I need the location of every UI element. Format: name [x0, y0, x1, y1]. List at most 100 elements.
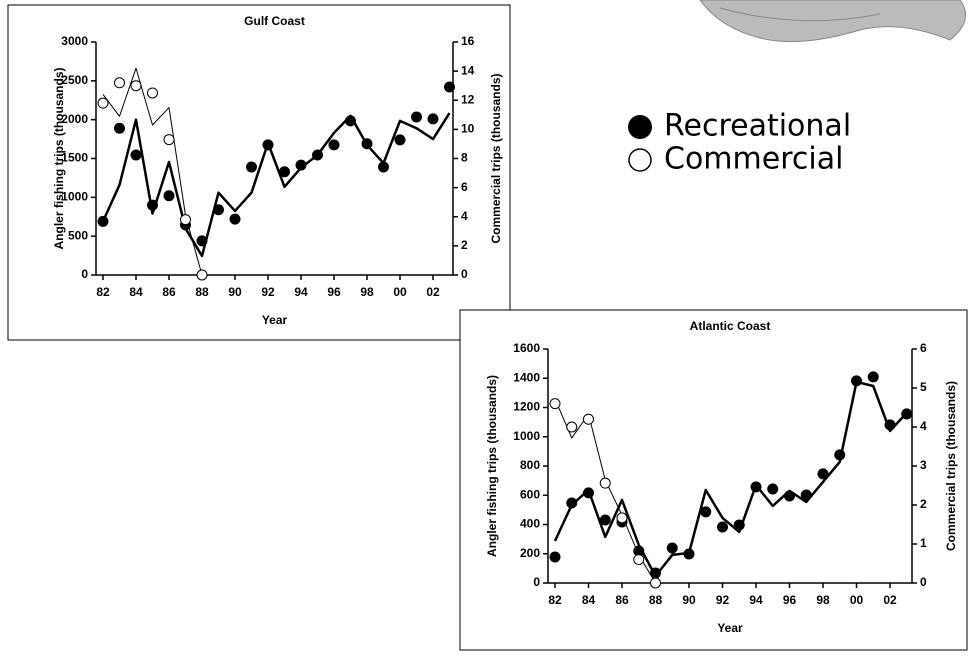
- y-tick-label: 1600: [513, 341, 540, 355]
- recreational-point: [902, 409, 912, 419]
- recreational-point: [428, 114, 438, 124]
- x-tick-label: 86: [615, 593, 629, 607]
- recreational-point: [247, 162, 257, 172]
- x-tick-label: 84: [129, 285, 143, 299]
- y2-tick-label: 4: [461, 209, 468, 223]
- legend-marker: [629, 149, 651, 171]
- x-tick-label: 90: [682, 593, 696, 607]
- recreational-point: [868, 372, 878, 382]
- recreational-point: [395, 135, 405, 145]
- y2-tick-label: 10: [461, 122, 475, 136]
- x-tick-label: 00: [850, 593, 864, 607]
- y2-tick-label: 0: [920, 575, 927, 589]
- y2-tick-label: 2: [461, 238, 468, 252]
- recreational-point: [445, 82, 455, 92]
- y2-tick-label: 1: [920, 536, 927, 550]
- x-axis-title: Year: [717, 621, 743, 635]
- commercial-point: [584, 414, 594, 424]
- recreational-point: [197, 236, 207, 246]
- y2-tick-label: 8: [461, 151, 468, 165]
- chart-title: Atlantic Coast: [690, 319, 771, 333]
- legend-marker: [628, 115, 652, 139]
- recreational-point: [115, 123, 125, 133]
- recreational-point: [667, 543, 677, 553]
- x-tick-label: 90: [228, 285, 242, 299]
- recreational-point: [600, 515, 610, 525]
- legend-label: Commercial: [664, 142, 843, 177]
- y-tick-label: 400: [520, 517, 540, 531]
- recreational-point: [346, 116, 356, 126]
- recreational-point: [164, 191, 174, 201]
- commercial-point: [550, 399, 560, 409]
- recreational-point: [313, 150, 323, 160]
- y2-tick-label: 2: [920, 497, 927, 511]
- recreational-point: [148, 200, 158, 210]
- commercial-point: [131, 81, 141, 91]
- recreational-point: [684, 549, 694, 559]
- y2-tick-label: 14: [461, 63, 475, 77]
- y-tick-label: 1000: [513, 429, 540, 443]
- page: Recreational Commercial Gulf Coast Year An…: [0, 0, 974, 667]
- y2-tick-label: 5: [920, 380, 927, 394]
- legend: Recreational Commercial: [628, 109, 851, 177]
- x-tick-label: 88: [195, 285, 209, 299]
- x-tick-label: 96: [783, 593, 797, 607]
- y-tick-label: 0: [533, 575, 540, 589]
- x-tick-label: 96: [327, 285, 341, 299]
- commercial-point: [617, 513, 627, 523]
- recreational-point: [131, 150, 141, 160]
- commercial-point: [181, 215, 191, 225]
- recreational-point: [379, 162, 389, 172]
- chart: Atlantic Coast Year Angler fishing trips (…: [460, 310, 967, 650]
- y2-tick-label: 6: [461, 180, 468, 194]
- recreational-point: [98, 216, 108, 226]
- commercial-point: [600, 478, 610, 488]
- recreational-point: [835, 450, 845, 460]
- x-tick-label: 02: [426, 285, 440, 299]
- y-tick-label: 3000: [61, 34, 88, 48]
- y-tick-label: 2000: [61, 112, 88, 126]
- x-tick-label: 94: [749, 593, 763, 607]
- y2-axis-title: Commercial trips (thousands): [944, 381, 958, 551]
- x-tick-label: 92: [261, 285, 275, 299]
- recreational-point: [230, 214, 240, 224]
- y-tick-label: 1200: [513, 400, 540, 414]
- x-axis-title: Year: [262, 313, 288, 327]
- recreational-point: [584, 488, 594, 498]
- commercial-point: [98, 98, 108, 108]
- x-tick-label: 00: [393, 285, 407, 299]
- commercial-point: [634, 555, 644, 565]
- chart-title: Gulf Coast: [244, 14, 305, 28]
- y2-tick-label: 6: [920, 341, 927, 355]
- y2-tick-label: 0: [461, 267, 468, 281]
- y2-tick-label: 12: [461, 92, 475, 106]
- recreational-point: [651, 568, 661, 578]
- recreational-point: [567, 498, 577, 508]
- y-tick-label: 1400: [513, 370, 540, 384]
- recreational-point: [296, 160, 306, 170]
- x-tick-label: 98: [816, 593, 830, 607]
- recreational-point: [768, 484, 778, 494]
- x-tick-label: 86: [162, 285, 176, 299]
- recreational-point: [718, 522, 728, 532]
- recreational-point: [852, 376, 862, 386]
- commercial-point: [651, 578, 661, 588]
- recreational-point: [701, 507, 711, 517]
- recreational-point: [214, 205, 224, 215]
- fish-illustration: [700, 0, 966, 42]
- x-tick-label: 82: [96, 285, 110, 299]
- commercial-point: [567, 422, 577, 432]
- y2-tick-label: 16: [461, 34, 475, 48]
- y-tick-label: 2500: [61, 73, 88, 87]
- y-tick-label: 1500: [61, 151, 88, 165]
- commercial-point: [115, 78, 125, 88]
- y-axis-title: Angler fishing trips (thousands): [485, 375, 499, 557]
- x-tick-label: 02: [883, 593, 897, 607]
- recreational-point: [280, 167, 290, 177]
- y2-tick-label: 3: [920, 458, 927, 472]
- x-tick-label: 92: [716, 593, 730, 607]
- legend-label: Recreational: [664, 109, 851, 144]
- y-tick-label: 1000: [61, 190, 88, 204]
- recreational-point: [785, 491, 795, 501]
